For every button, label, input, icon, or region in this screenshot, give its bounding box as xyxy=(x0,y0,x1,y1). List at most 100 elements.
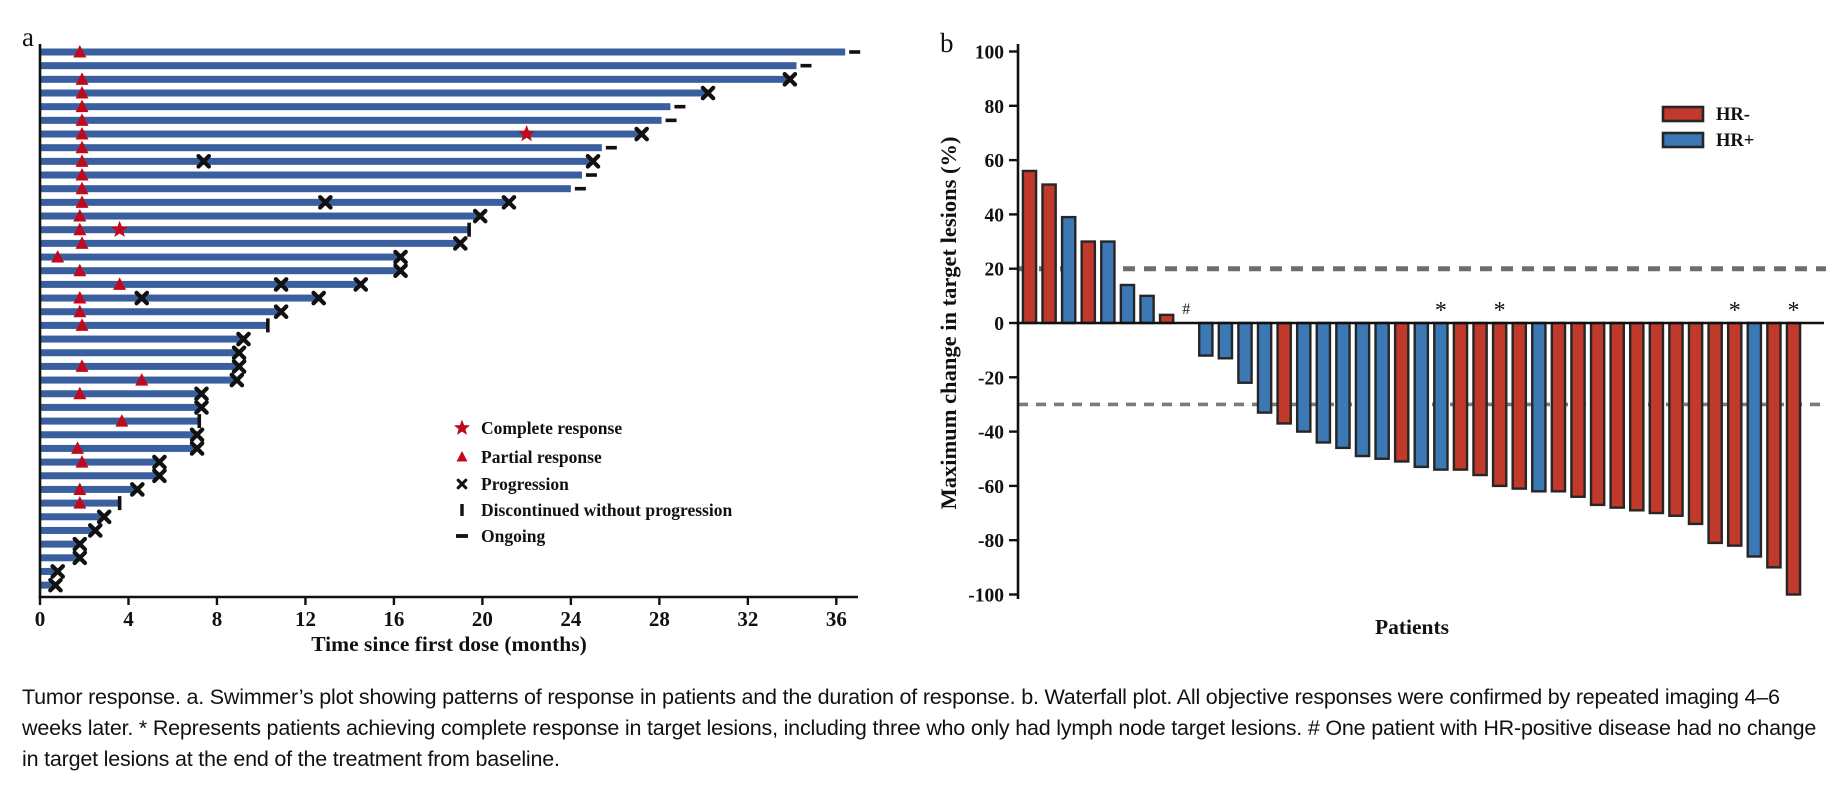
swimmer-bar xyxy=(41,567,58,575)
x-axis-tick-label: 8 xyxy=(212,607,223,631)
progression-marker xyxy=(236,331,251,347)
y-axis-tick-label: -80 xyxy=(978,531,1004,552)
swimmer-bar xyxy=(41,554,80,562)
swimmer-bar xyxy=(41,253,401,261)
y-axis-tick-label: 60 xyxy=(985,151,1005,172)
waterfall-plot: b # * * * * 100 80 60 40 20 0 -20 -40 -60 -80 -100 Maximu… xyxy=(936,28,1826,639)
partial-response-marker xyxy=(115,414,129,427)
progression-marker xyxy=(72,550,88,566)
progression-marker xyxy=(189,441,205,456)
swimmer-bar xyxy=(41,116,662,124)
waterfall-y-axis-title: Maximum change in target lesions (%) xyxy=(936,136,961,509)
partial-response-marker xyxy=(73,291,87,304)
progression-marker xyxy=(229,372,245,388)
y-axis-tick-label: 80 xyxy=(985,97,1005,118)
waterfall-bar xyxy=(1335,321,1351,450)
swimmer-bar xyxy=(41,48,846,56)
complete-response-star-annotation: * xyxy=(1729,298,1741,324)
swimmer-bar xyxy=(41,198,509,206)
x-axis-tick-label: 24 xyxy=(560,607,582,631)
partial-response-marker xyxy=(73,222,87,236)
y-axis-tick-label: 0 xyxy=(994,314,1004,335)
y-axis-tick-label: 40 xyxy=(985,205,1005,226)
y-axis-tick-label: -100 xyxy=(968,586,1004,607)
swimmer-bar xyxy=(41,431,198,439)
x-axis-tick-label: 20 xyxy=(472,607,493,631)
progression-marker xyxy=(130,482,145,497)
waterfall-bar xyxy=(1785,321,1802,596)
partial-response-marker xyxy=(75,236,89,249)
partial-response-marker xyxy=(75,127,89,140)
swimmer-bar xyxy=(41,362,240,370)
progression-marker xyxy=(318,195,333,210)
swimmer-bar xyxy=(41,130,642,138)
waterfall-bar xyxy=(1746,321,1763,558)
swimmer-bar xyxy=(41,485,138,493)
partial-response-marker xyxy=(75,455,89,468)
legend-x-icon xyxy=(456,478,468,490)
legend-swatch xyxy=(1661,131,1705,149)
waterfall-bar xyxy=(1374,321,1390,460)
waterfall-bar xyxy=(1100,240,1116,325)
waterfall-bar xyxy=(1628,321,1645,512)
figure-caption: Tumor response. a. Swimmer’s plot showin… xyxy=(22,685,1817,771)
waterfall-bar xyxy=(1315,321,1332,444)
progression-marker xyxy=(196,154,211,169)
waterfall-bar xyxy=(1589,321,1606,507)
complete-response-star-annotation: * xyxy=(1494,298,1506,324)
y-axis-tick-label: -40 xyxy=(978,423,1004,444)
waterfall-legend: HR- HR+ xyxy=(1661,105,1754,151)
waterfall-bar xyxy=(1393,321,1410,463)
panel-b-label: b xyxy=(940,28,954,58)
waterfall-bar xyxy=(1452,321,1469,471)
partial-response-marker xyxy=(73,209,87,222)
swimmer-bar xyxy=(41,171,582,179)
waterfall-bar xyxy=(1511,321,1528,490)
partial-response-marker xyxy=(113,277,127,290)
swimmer-bar xyxy=(41,62,797,70)
swimmer-x-axis-title: Time since first dose (months) xyxy=(311,632,587,656)
x-axis-tick-label: 28 xyxy=(649,607,670,631)
partial-response-marker xyxy=(73,482,87,495)
waterfall-bar xyxy=(1295,321,1312,433)
partial-response-marker xyxy=(75,99,89,113)
swimmer-bar xyxy=(41,444,198,452)
waterfall-bar xyxy=(1472,321,1488,477)
swimmer-bar xyxy=(41,89,709,97)
swimmer-bar xyxy=(41,103,671,111)
swimmer-bar xyxy=(41,294,319,302)
partial-response-marker xyxy=(73,263,87,277)
x-axis-tick-label: 32 xyxy=(737,607,758,631)
partial-response-marker xyxy=(75,140,89,154)
waterfall-bar xyxy=(1491,321,1508,488)
legend-item-label: HR- xyxy=(1716,105,1750,125)
progression-marker xyxy=(501,195,517,210)
complete-response-marker xyxy=(518,125,536,142)
swimmer-legend: Complete response Partial response Progres… xyxy=(453,418,732,546)
swimmer-bar xyxy=(41,321,268,329)
legend-item-label: Ongoing xyxy=(481,526,545,546)
x-axis-tick-label: 4 xyxy=(123,607,134,631)
waterfall-bar xyxy=(1413,321,1430,469)
legend-item-label: Complete response xyxy=(481,418,622,438)
partial-response-marker xyxy=(75,359,89,372)
partial-response-marker xyxy=(75,72,89,85)
waterfall-bar xyxy=(1570,321,1586,498)
waterfall-bar xyxy=(1648,321,1665,515)
waterfall-bar xyxy=(1433,321,1449,471)
progression-marker xyxy=(194,400,209,415)
swimmer-bar xyxy=(41,280,361,288)
legend-item-label: Partial response xyxy=(481,447,602,467)
tumor-response-figure: a 0 4 8 12 16 20 24 28 32 36 Time since first dose … xyxy=(22,22,1826,656)
partial-response-marker xyxy=(73,304,87,318)
partial-response-marker xyxy=(73,496,87,509)
partial-response-marker xyxy=(75,113,89,126)
waterfall-bar xyxy=(1256,321,1273,414)
swimmer-bar xyxy=(41,75,790,83)
x-axis-tick-label: 36 xyxy=(826,607,847,631)
progression-marker xyxy=(472,208,488,224)
waterfall-bar xyxy=(1550,321,1567,493)
partial-response-marker xyxy=(135,373,149,386)
progression-marker xyxy=(231,359,247,374)
waterfall-bar xyxy=(1060,215,1077,325)
